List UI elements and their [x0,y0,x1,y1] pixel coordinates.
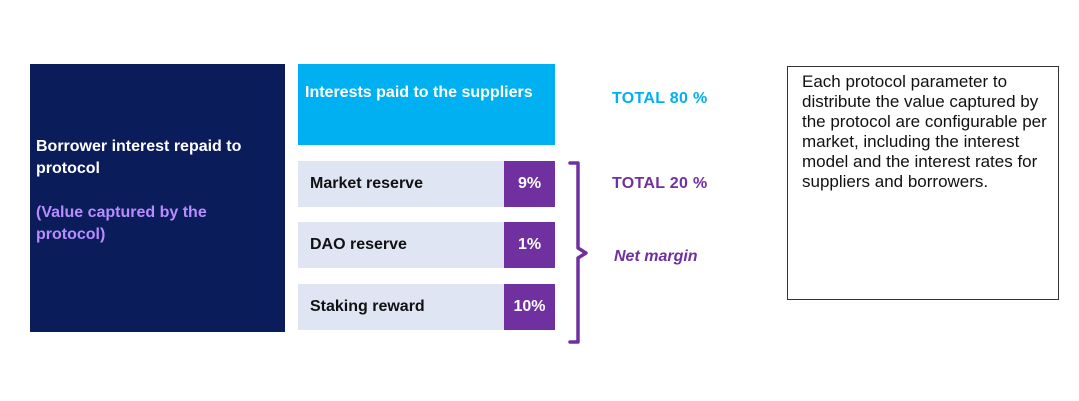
total-80-label: TOTAL 80 % [612,90,708,107]
net-margin-label: Net margin [614,248,698,265]
market-reserve-pct: 9% [504,161,555,207]
right-brace-icon [568,161,588,344]
staking-reward-pct: 10% [504,284,555,330]
configuration-note-box: Each protocol parameter to distribute th… [787,66,1059,300]
market-reserve-label: Market reserve [298,161,504,207]
dao-reserve-row: DAO reserve 1% [298,222,555,268]
dao-reserve-label: DAO reserve [298,222,504,268]
borrower-interest-title: Borrower interest repaid to protocol [36,138,242,177]
staking-reward-row: Staking reward 10% [298,284,555,330]
staking-reward-label: Staking reward [298,284,504,330]
interests-suppliers-box: Interests paid to the suppliers [298,64,555,145]
value-captured-subtitle: (Value captured by the protocol) [36,204,207,243]
total-20-label: TOTAL 20 % [612,175,708,192]
market-reserve-row: Market reserve 9% [298,161,555,207]
dao-reserve-pct: 1% [504,222,555,268]
borrower-interest-box: Borrower interest repaid to protocol (Va… [30,64,285,332]
configuration-note-text: Each protocol parameter to distribute th… [802,72,1047,191]
